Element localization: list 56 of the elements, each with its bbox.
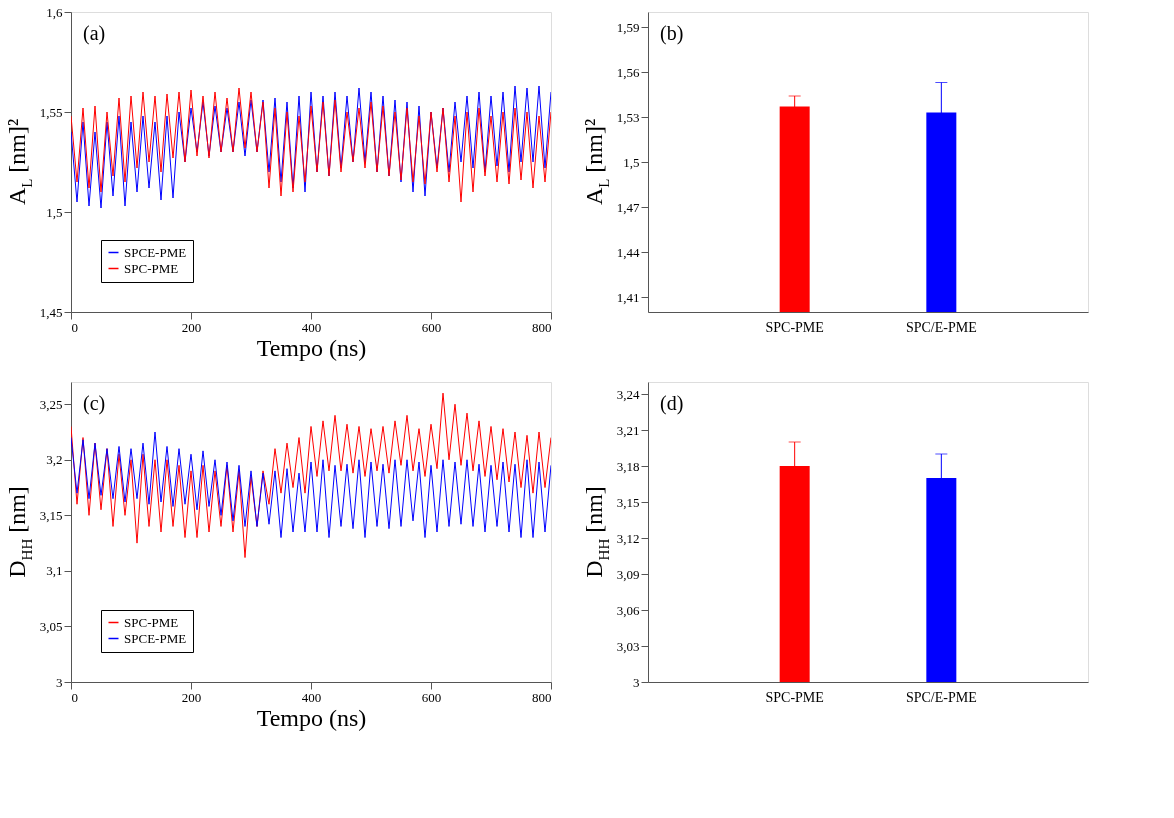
y-tick-label: 3,06: [616, 602, 640, 618]
line-series: [71, 431, 551, 539]
y-tick-label: 1,41: [616, 289, 640, 305]
y-tick-label: 3,1: [46, 563, 63, 579]
y-tick-label: 1,45: [39, 304, 63, 320]
y-tick-label: 3,05: [39, 618, 63, 634]
x-tick-label: 800: [532, 319, 552, 335]
y-tick-label: 3,2: [46, 452, 63, 468]
y-axis-title: DHH [nm]: [581, 486, 612, 578]
legend-label: SPCE-PME: [124, 630, 187, 646]
y-tick-label: 3,03: [616, 638, 640, 654]
annotation: (d): [660, 392, 684, 415]
legend-label: SPCE-PME: [124, 244, 187, 260]
annotation: (b): [660, 22, 684, 45]
y-tick-label: 3,25: [39, 396, 63, 412]
y-tick-label: 1,47: [616, 199, 640, 215]
y-axis-title: AL [nm]²: [581, 118, 612, 206]
x-tick-label: SPC/E-PME: [905, 319, 977, 335]
y-axis-title: DHH [nm]: [4, 486, 35, 578]
y-tick-label: 3,24: [616, 386, 640, 402]
y-tick-label: 3,15: [616, 494, 640, 510]
y-tick-label: 3,15: [39, 507, 63, 523]
x-tick-label: 0: [71, 689, 78, 705]
x-tick-label: 200: [181, 689, 202, 705]
annotation: (a): [83, 22, 106, 45]
x-tick-label: 400: [301, 689, 322, 705]
y-tick-label: 1,53: [616, 109, 640, 125]
x-tick-label: 400: [301, 319, 322, 335]
x-tick-label: 800: [532, 689, 552, 705]
x-tick-label: 600: [421, 689, 442, 705]
x-tick-label: 600: [421, 319, 442, 335]
x-tick-label: SPC-PME: [765, 689, 824, 705]
x-tick-label: SPC-PME: [765, 319, 824, 335]
y-tick-label: 1,55: [39, 104, 63, 120]
x-tick-label: SPC/E-PME: [905, 689, 977, 705]
y-axis-title: AL [nm]²: [4, 118, 35, 206]
x-axis-title: Tempo (ns): [256, 334, 367, 361]
annotation: (c): [83, 392, 106, 415]
y-tick-label: 3: [633, 674, 640, 690]
y-tick-label: 1,56: [616, 64, 640, 80]
legend-label: SPC-PME: [124, 614, 179, 630]
y-tick-label: 3,21: [616, 422, 640, 438]
y-tick-label: 3,09: [616, 566, 640, 582]
y-tick-label: 3,12: [616, 530, 640, 546]
line-series: [71, 392, 551, 559]
x-axis-title: Tempo (ns): [256, 704, 367, 731]
y-tick-label: 1,59: [616, 19, 640, 35]
x-tick-label: 200: [181, 319, 202, 335]
x-tick-label: 0: [71, 319, 78, 335]
y-tick-label: 1,6: [46, 4, 63, 20]
y-tick-label: 1,5: [623, 154, 640, 170]
y-tick-label: 1,44: [616, 244, 640, 260]
y-tick-label: 3: [56, 674, 63, 690]
y-tick-label: 1,5: [46, 204, 63, 220]
legend-label: SPC-PME: [124, 260, 179, 276]
y-tick-label: 3,18: [616, 458, 640, 474]
